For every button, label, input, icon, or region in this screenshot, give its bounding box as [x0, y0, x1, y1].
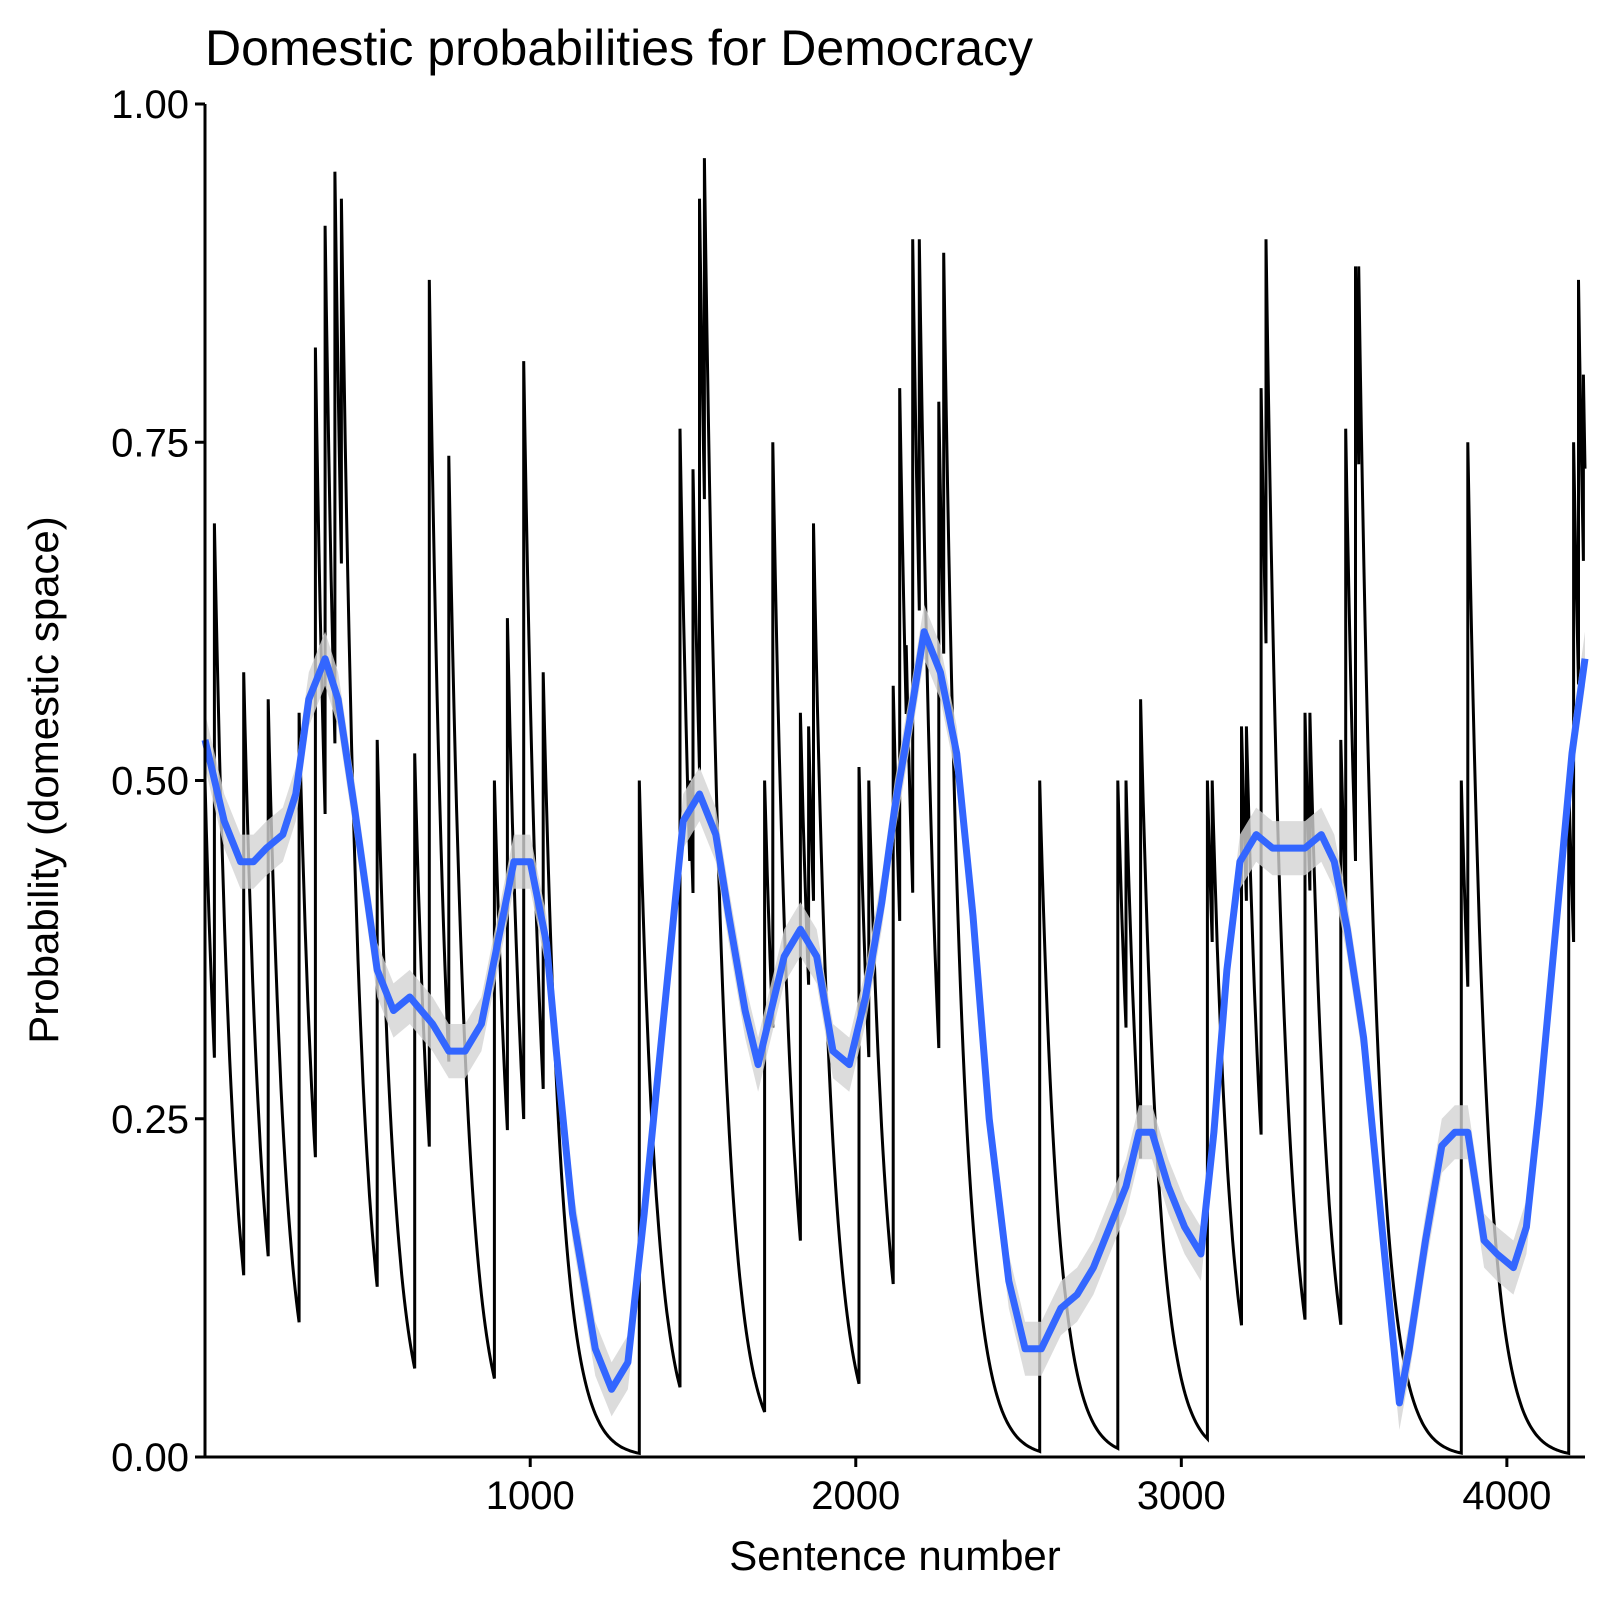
- x-ticks: 1000 2000 3000 4000: [486, 1457, 1551, 1518]
- x-tick-label: 3000: [1137, 1474, 1226, 1518]
- x-tick-label: 2000: [811, 1474, 900, 1518]
- y-ticks: 0.00 0.25 0.50 0.75 1.00: [111, 83, 205, 1480]
- raw-probability-layer: [203, 158, 1587, 1456]
- smooth-trend-line: [201, 628, 1589, 1407]
- chart-title: Domestic probabilities for Democracy: [205, 20, 1033, 76]
- x-tick-label: 4000: [1462, 1474, 1551, 1518]
- y-tick-label: 1.00: [111, 83, 189, 127]
- y-tick-label: 0.50: [111, 760, 189, 804]
- y-tick-label: 0.00: [111, 1436, 189, 1480]
- smooth-trend-layer: [201, 628, 1589, 1407]
- plot-area: [201, 158, 1589, 1456]
- y-tick-label: 0.25: [111, 1098, 189, 1142]
- axes: 0.00 0.25 0.50 0.75 1.00 1000 2000 3000 4000: [111, 83, 1585, 1518]
- y-axis-label: Probability (domestic space): [20, 516, 67, 1044]
- x-axis-label: Sentence number: [729, 1532, 1061, 1579]
- y-tick-label: 0.75: [111, 421, 189, 465]
- raw-probability-line: [203, 158, 1587, 1456]
- x-tick-label: 1000: [486, 1474, 575, 1518]
